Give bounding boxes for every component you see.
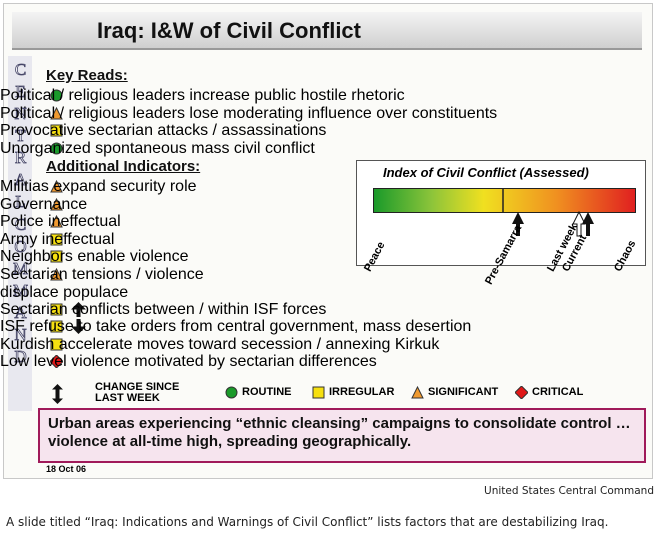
status-icon: [50, 142, 63, 154]
icon-shape: [50, 233, 63, 245]
icon-shape: [52, 393, 63, 404]
indicator: Militias expand security role: [0, 178, 197, 195]
icon-shape: [50, 303, 63, 315]
legend-label: ROUTINE: [242, 386, 292, 398]
status-icon: [50, 215, 63, 228]
icon-shape: [50, 338, 63, 350]
icon-shape: [50, 89, 63, 102]
summary: Urban areas experiencing “ethnic cleansi…: [38, 408, 646, 463]
index-bar: [373, 188, 636, 213]
status-icon: [312, 386, 325, 399]
status-icon: [225, 386, 238, 399]
icon-shape: [71, 319, 86, 334]
indicator: Kurdish accelerate moves toward secessio…: [0, 335, 440, 353]
status-icon: [50, 180, 63, 193]
status-icon: [411, 386, 424, 399]
icon-shape: [411, 386, 424, 399]
icon-shape: [50, 142, 63, 154]
indicator: ISF refuse to take orders from central g…: [0, 318, 472, 335]
key-read: Political / religious leaders increase p…: [0, 87, 405, 104]
credit: United States Central Command: [484, 485, 654, 497]
icon-shape: [225, 386, 238, 399]
indicator: Army ineffectual: [0, 230, 115, 248]
icon-shape: [50, 106, 63, 119]
icon-shape: [50, 215, 63, 228]
arrow: [512, 212, 524, 236]
indicator: Neighbors enable violence: [0, 248, 189, 265]
legend-label: IRREGULAR: [329, 386, 395, 398]
status-icon: [50, 250, 63, 263]
status-icon: [50, 320, 63, 333]
legend-label: SIGNIFICANT: [428, 386, 499, 398]
status-icon: [50, 197, 63, 210]
status-icon: [50, 124, 63, 137]
side-label: COMMAND: [11, 215, 31, 370]
status-icon: [50, 338, 63, 350]
status-icon: [515, 386, 528, 399]
arrow: [582, 212, 594, 236]
status-icon: [50, 89, 63, 102]
icon-shape: [52, 384, 63, 395]
icon-shape: [71, 301, 86, 317]
slide-title: Iraq: I&W of Civil Conflict: [12, 12, 642, 50]
key-read: Political / religious leaders lose moder…: [0, 104, 498, 122]
icon-shape: [50, 124, 63, 137]
side-label: CENTRAL: [11, 60, 31, 215]
side-bar: [8, 56, 32, 411]
status-icon: [50, 355, 63, 368]
key-read: Unorganized spontaneous mass civil confl…: [0, 139, 315, 157]
section-heading: Additional Indicators:: [46, 158, 201, 175]
icon-shape: [312, 386, 325, 399]
indicator: Governance: [0, 195, 88, 213]
status-icon: [50, 233, 63, 245]
index-title: Index of Civil Conflict (Assessed): [383, 165, 589, 180]
icon-shape: [515, 386, 528, 399]
indicator: Low level violence motivated by sectaria…: [0, 353, 377, 370]
status-icon: [52, 384, 63, 395]
icon-shape: [50, 180, 63, 193]
status-icon: [52, 393, 63, 404]
slide-date: 18 Oct 06: [46, 464, 87, 474]
index-arrows: [502, 188, 594, 237]
caption: A slide titled “Iraq: Indications and Wa…: [6, 515, 609, 529]
status-icon: [50, 303, 63, 315]
section-heading: Key Reads:: [46, 67, 128, 84]
icon-shape: [50, 320, 63, 333]
status-icon: [71, 319, 86, 334]
status-icon: [50, 267, 63, 280]
status-icon: [71, 301, 86, 317]
icon-shape: [50, 355, 63, 368]
icon-shape: [50, 250, 63, 263]
indicator: Sectarian tensions / violence displace p…: [0, 265, 204, 301]
status-icon: [50, 106, 63, 119]
key-read: Provocative sectarian attacks / assassin…: [0, 122, 327, 139]
legend-change: CHANGE SINCE LAST WEEK: [95, 381, 180, 404]
indicator: Police ineffectual: [0, 213, 121, 230]
icon-shape: [50, 197, 63, 210]
icon-shape: [50, 267, 63, 280]
indicator: Sectarian conflicts between / within ISF…: [0, 300, 327, 318]
legend-label: CRITICAL: [532, 386, 584, 398]
index-box: [356, 160, 646, 266]
